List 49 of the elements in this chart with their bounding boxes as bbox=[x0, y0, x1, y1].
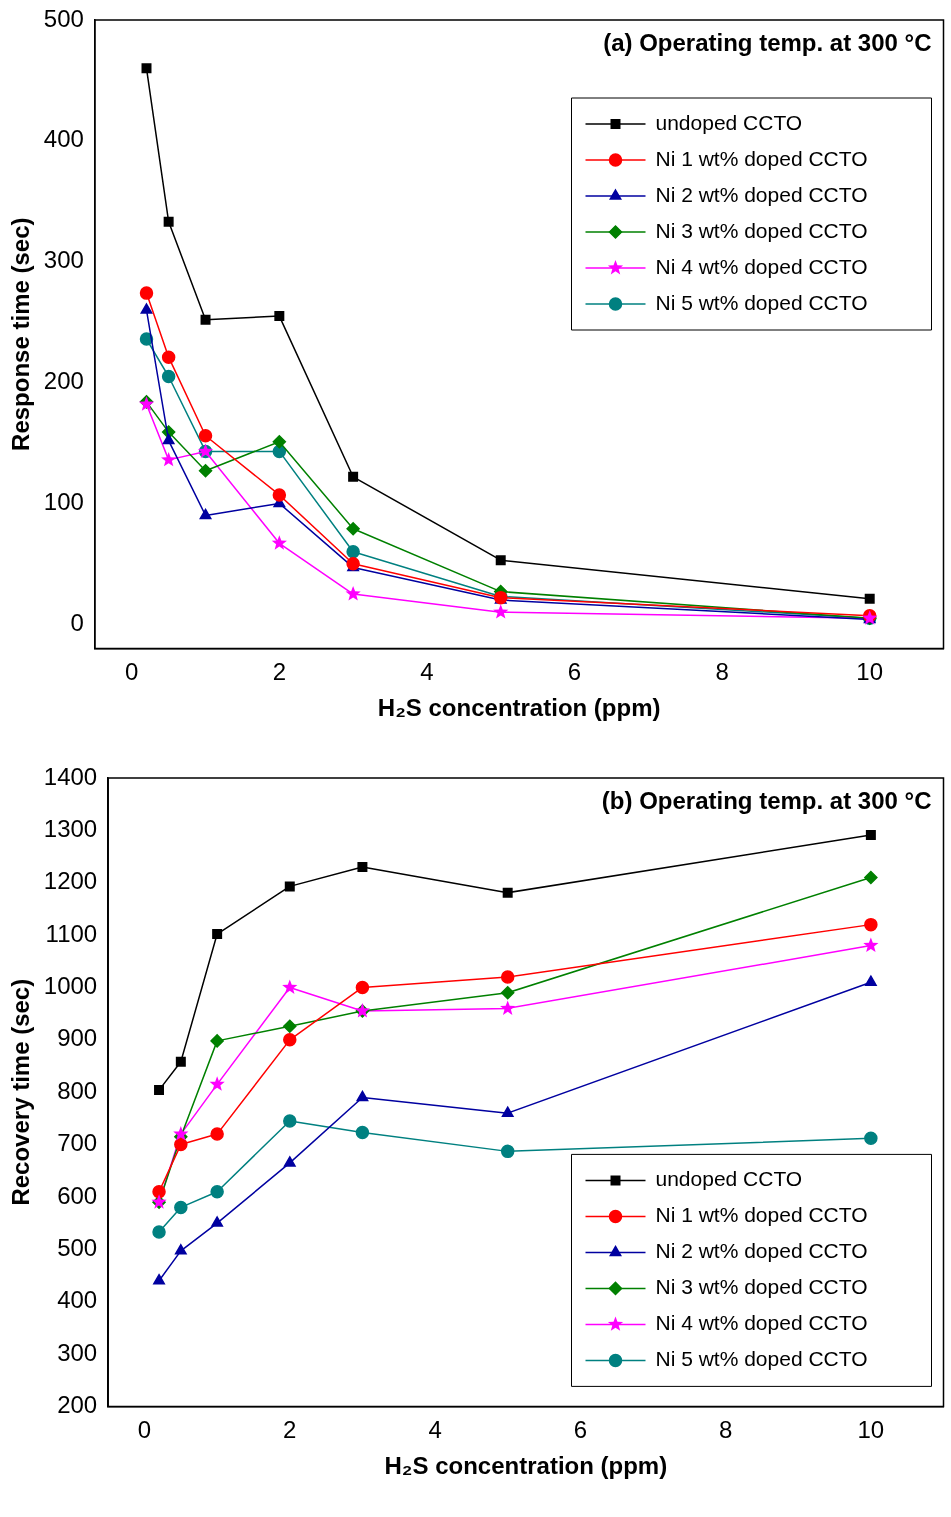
x-tick-label: 0 bbox=[137, 1416, 152, 1444]
y-tick-label: 500 bbox=[57, 1233, 98, 1261]
legend-label: Ni 2 wt% doped CCTO bbox=[655, 1239, 868, 1263]
y-tick-label: 400 bbox=[57, 1286, 98, 1314]
y-tick-label: 200 bbox=[43, 367, 84, 395]
y-tick-label: 300 bbox=[43, 246, 84, 274]
y-tick-label: 600 bbox=[57, 1181, 98, 1209]
x-tick-label: 6 bbox=[567, 658, 582, 686]
legend-label: undoped CCTO bbox=[655, 1167, 803, 1191]
x-tick-label: 8 bbox=[715, 658, 729, 686]
y-tick-label: 500 bbox=[43, 4, 84, 32]
legend-label: Ni 1 wt% doped CCTO bbox=[655, 146, 868, 170]
x-tick-label: 4 bbox=[420, 658, 434, 686]
y-tick-label: 0 bbox=[70, 608, 84, 636]
legend-label: Ni 4 wt% doped CCTO bbox=[655, 254, 868, 278]
x-tick-label: 2 bbox=[283, 1416, 297, 1444]
legend-label: Ni 1 wt% doped CCTO bbox=[655, 1203, 868, 1227]
x-axis-title: H₂S concentration (ppm) bbox=[377, 694, 661, 722]
y-tick-label: 900 bbox=[57, 1024, 98, 1052]
annotation: (a) Operating temp. at 300 °C bbox=[603, 28, 932, 56]
x-tick-label: 2 bbox=[272, 658, 287, 686]
x-tick-label: 10 bbox=[857, 1416, 885, 1444]
legend-label: undoped CCTO bbox=[655, 110, 803, 134]
y-tick-label: 1400 bbox=[43, 762, 98, 790]
y-tick-label: 700 bbox=[57, 1129, 98, 1157]
x-tick-label: 10 bbox=[856, 658, 884, 686]
y-axis-title: Recovery time (sec) bbox=[7, 978, 35, 1206]
y-tick-label: 300 bbox=[57, 1338, 98, 1366]
legend-label: Ni 4 wt% doped CCTO bbox=[655, 1311, 868, 1335]
x-tick-label: 6 bbox=[573, 1416, 587, 1444]
x-tick-label: 4 bbox=[428, 1416, 442, 1444]
legend-label: Ni 5 wt% doped CCTO bbox=[655, 290, 868, 314]
y-tick-label: 200 bbox=[57, 1391, 98, 1419]
y-tick-label: 1000 bbox=[43, 972, 98, 1000]
y-tick-label: 100 bbox=[43, 488, 84, 516]
y-tick-label: 800 bbox=[57, 1076, 98, 1104]
legend-label: Ni 3 wt% doped CCTO bbox=[655, 1275, 868, 1299]
y-tick-label: 1100 bbox=[45, 919, 98, 947]
legend-label: Ni 5 wt% doped CCTO bbox=[655, 1347, 868, 1371]
y-axis-title: Response time (sec) bbox=[7, 217, 35, 451]
annotation: (b) Operating temp. at 300 °C bbox=[601, 786, 932, 814]
legend-label: Ni 3 wt% doped CCTO bbox=[655, 218, 868, 242]
y-tick-label: 1200 bbox=[43, 867, 98, 895]
legend-label: Ni 2 wt% doped CCTO bbox=[655, 182, 868, 206]
y-tick-label: 400 bbox=[43, 125, 84, 153]
x-tick-label: 0 bbox=[125, 658, 139, 686]
x-axis-title: H₂S concentration (ppm) bbox=[384, 1452, 668, 1480]
y-tick-label: 1300 bbox=[43, 814, 98, 842]
x-tick-label: 8 bbox=[718, 1416, 733, 1444]
